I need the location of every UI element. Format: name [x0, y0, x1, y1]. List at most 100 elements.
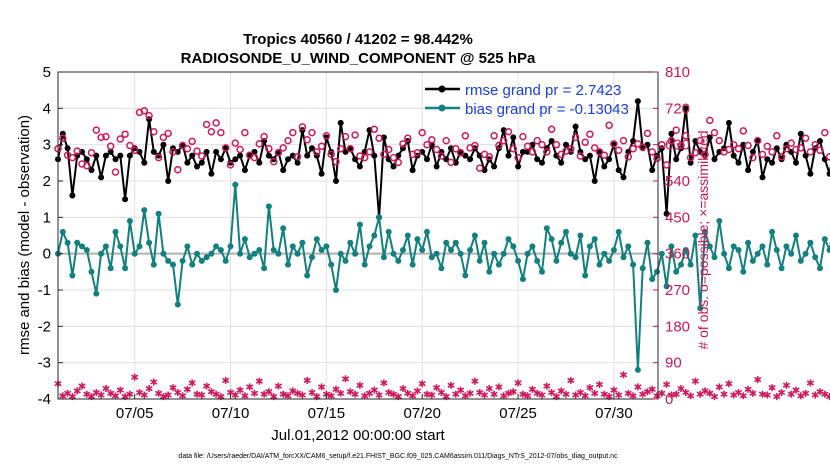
- obs-possible-point: [571, 133, 580, 142]
- obs-possible-point: [763, 142, 772, 151]
- obs-possible-point: [207, 127, 216, 136]
- obs-possible-point: [130, 146, 139, 155]
- rmse-point: [663, 210, 670, 217]
- obs-assimilated-point: [241, 392, 249, 400]
- obs-assimilated-point: [126, 390, 134, 398]
- obs-possible-point: [643, 129, 652, 138]
- y-right-tick-label: 270: [665, 282, 690, 299]
- obs-assimilated-point: [504, 389, 513, 397]
- bias-point: [131, 250, 138, 257]
- bias-point: [625, 243, 632, 250]
- rmse-point: [390, 163, 397, 170]
- rmse-point: [682, 105, 689, 112]
- obs-possible-point: [360, 153, 369, 162]
- chart-subtitle: RADIOSONDE_U_WIND_COMPONENT @ 525 hPa: [181, 50, 536, 67]
- obs-possible-point: [614, 146, 623, 155]
- obs-assimilated-point: [222, 376, 230, 384]
- rmse-point: [773, 145, 780, 152]
- bias-point: [299, 239, 306, 246]
- obs-assimilated-point: [265, 388, 273, 396]
- rmse-point: [232, 156, 239, 163]
- obs-possible-point: [662, 161, 671, 169]
- obs-assimilated-point: [102, 385, 110, 392]
- obs-possible-point: [490, 132, 498, 140]
- bias-point: [323, 243, 330, 250]
- bias-point: [356, 221, 363, 228]
- rmse-point: [817, 138, 823, 144]
- obs-possible-point: [706, 116, 714, 125]
- obs-assimilated-point: [629, 392, 637, 400]
- rmse-point: [256, 159, 263, 166]
- rmse-point: [117, 152, 124, 159]
- bias-point: [582, 272, 589, 279]
- obs-possible-point: [768, 148, 776, 156]
- obs-possible-point: [432, 145, 441, 154]
- obs-assimilated-point: [418, 380, 426, 388]
- x-tick-label: 07/30: [595, 405, 633, 422]
- obs-assimilated-point: [399, 385, 407, 392]
- bias-point: [390, 250, 397, 257]
- bias-point: [481, 239, 488, 246]
- bias-point: [807, 239, 814, 246]
- bias-point: [735, 247, 742, 253]
- bias-point: [543, 225, 550, 232]
- rmse-point: [208, 170, 215, 177]
- bias-point: [826, 247, 830, 253]
- bias-point: [586, 243, 593, 250]
- obs-possible-point: [538, 140, 546, 149]
- bias-point: [491, 250, 498, 257]
- chart-title: Tropics 40560 / 41202 = 98.442%: [243, 31, 473, 48]
- obs-assimilated-point: [691, 377, 700, 385]
- obs-possible-point: [590, 144, 599, 152]
- obs-possible-point: [121, 130, 129, 138]
- bias-point: [328, 261, 335, 268]
- obs-assimilated-point: [519, 390, 527, 398]
- obs-assimilated-point: [591, 389, 599, 397]
- bias-point: [673, 268, 680, 275]
- obs-possible-point: [322, 132, 331, 140]
- bias-point: [174, 301, 181, 308]
- obs-assimilated-point: [615, 391, 623, 399]
- bias-point: [476, 257, 483, 264]
- obs-assimilated-point: [595, 381, 604, 388]
- bias-point: [428, 254, 435, 261]
- obs-assimilated-point: [408, 392, 417, 400]
- obs-assimilated-point: [413, 387, 422, 395]
- obs-assimilated-point: [140, 391, 148, 399]
- rmse-point: [735, 159, 742, 166]
- obs-assimilated-point: [145, 385, 153, 392]
- obs-possible-point: [116, 135, 125, 143]
- bias-point: [639, 265, 646, 272]
- bias-point: [69, 272, 76, 279]
- obs-possible-point: [140, 107, 149, 115]
- obs-possible-point: [174, 165, 182, 174]
- bias-point: [548, 236, 555, 243]
- obs-possible-point: [523, 142, 532, 151]
- bias-point: [486, 268, 493, 275]
- bias-point: [721, 250, 728, 257]
- obs-possible-point: [102, 132, 110, 141]
- rmse-point: [194, 163, 200, 170]
- obs-assimilated-point: [97, 391, 105, 399]
- obs-assimilated-point: [801, 389, 810, 397]
- legend: rmse grand pr = 2.7423 bias grand pr = -…: [425, 82, 629, 118]
- obs-assimilated-point: [356, 381, 364, 389]
- obs-possible-point: [384, 145, 393, 154]
- rmse-point: [265, 152, 272, 159]
- bias-point: [821, 236, 828, 243]
- bias-point: [615, 228, 622, 235]
- bias-point: [155, 210, 162, 217]
- obs-possible-point: [293, 153, 302, 161]
- obs-assimilated-point: [341, 375, 350, 383]
- obs-assimilated-point: [116, 386, 124, 394]
- obs-possible-point: [514, 153, 522, 162]
- rmse-point: [515, 163, 522, 170]
- bias-point: [519, 276, 526, 283]
- obs-possible-point: [677, 141, 685, 150]
- obs-possible-point: [183, 144, 192, 153]
- obs-possible-point: [576, 152, 585, 160]
- bias-point: [117, 243, 124, 250]
- obs-assimilated-point: [763, 391, 771, 399]
- obs-possible-point: [394, 158, 403, 167]
- bias-point: [270, 247, 277, 253]
